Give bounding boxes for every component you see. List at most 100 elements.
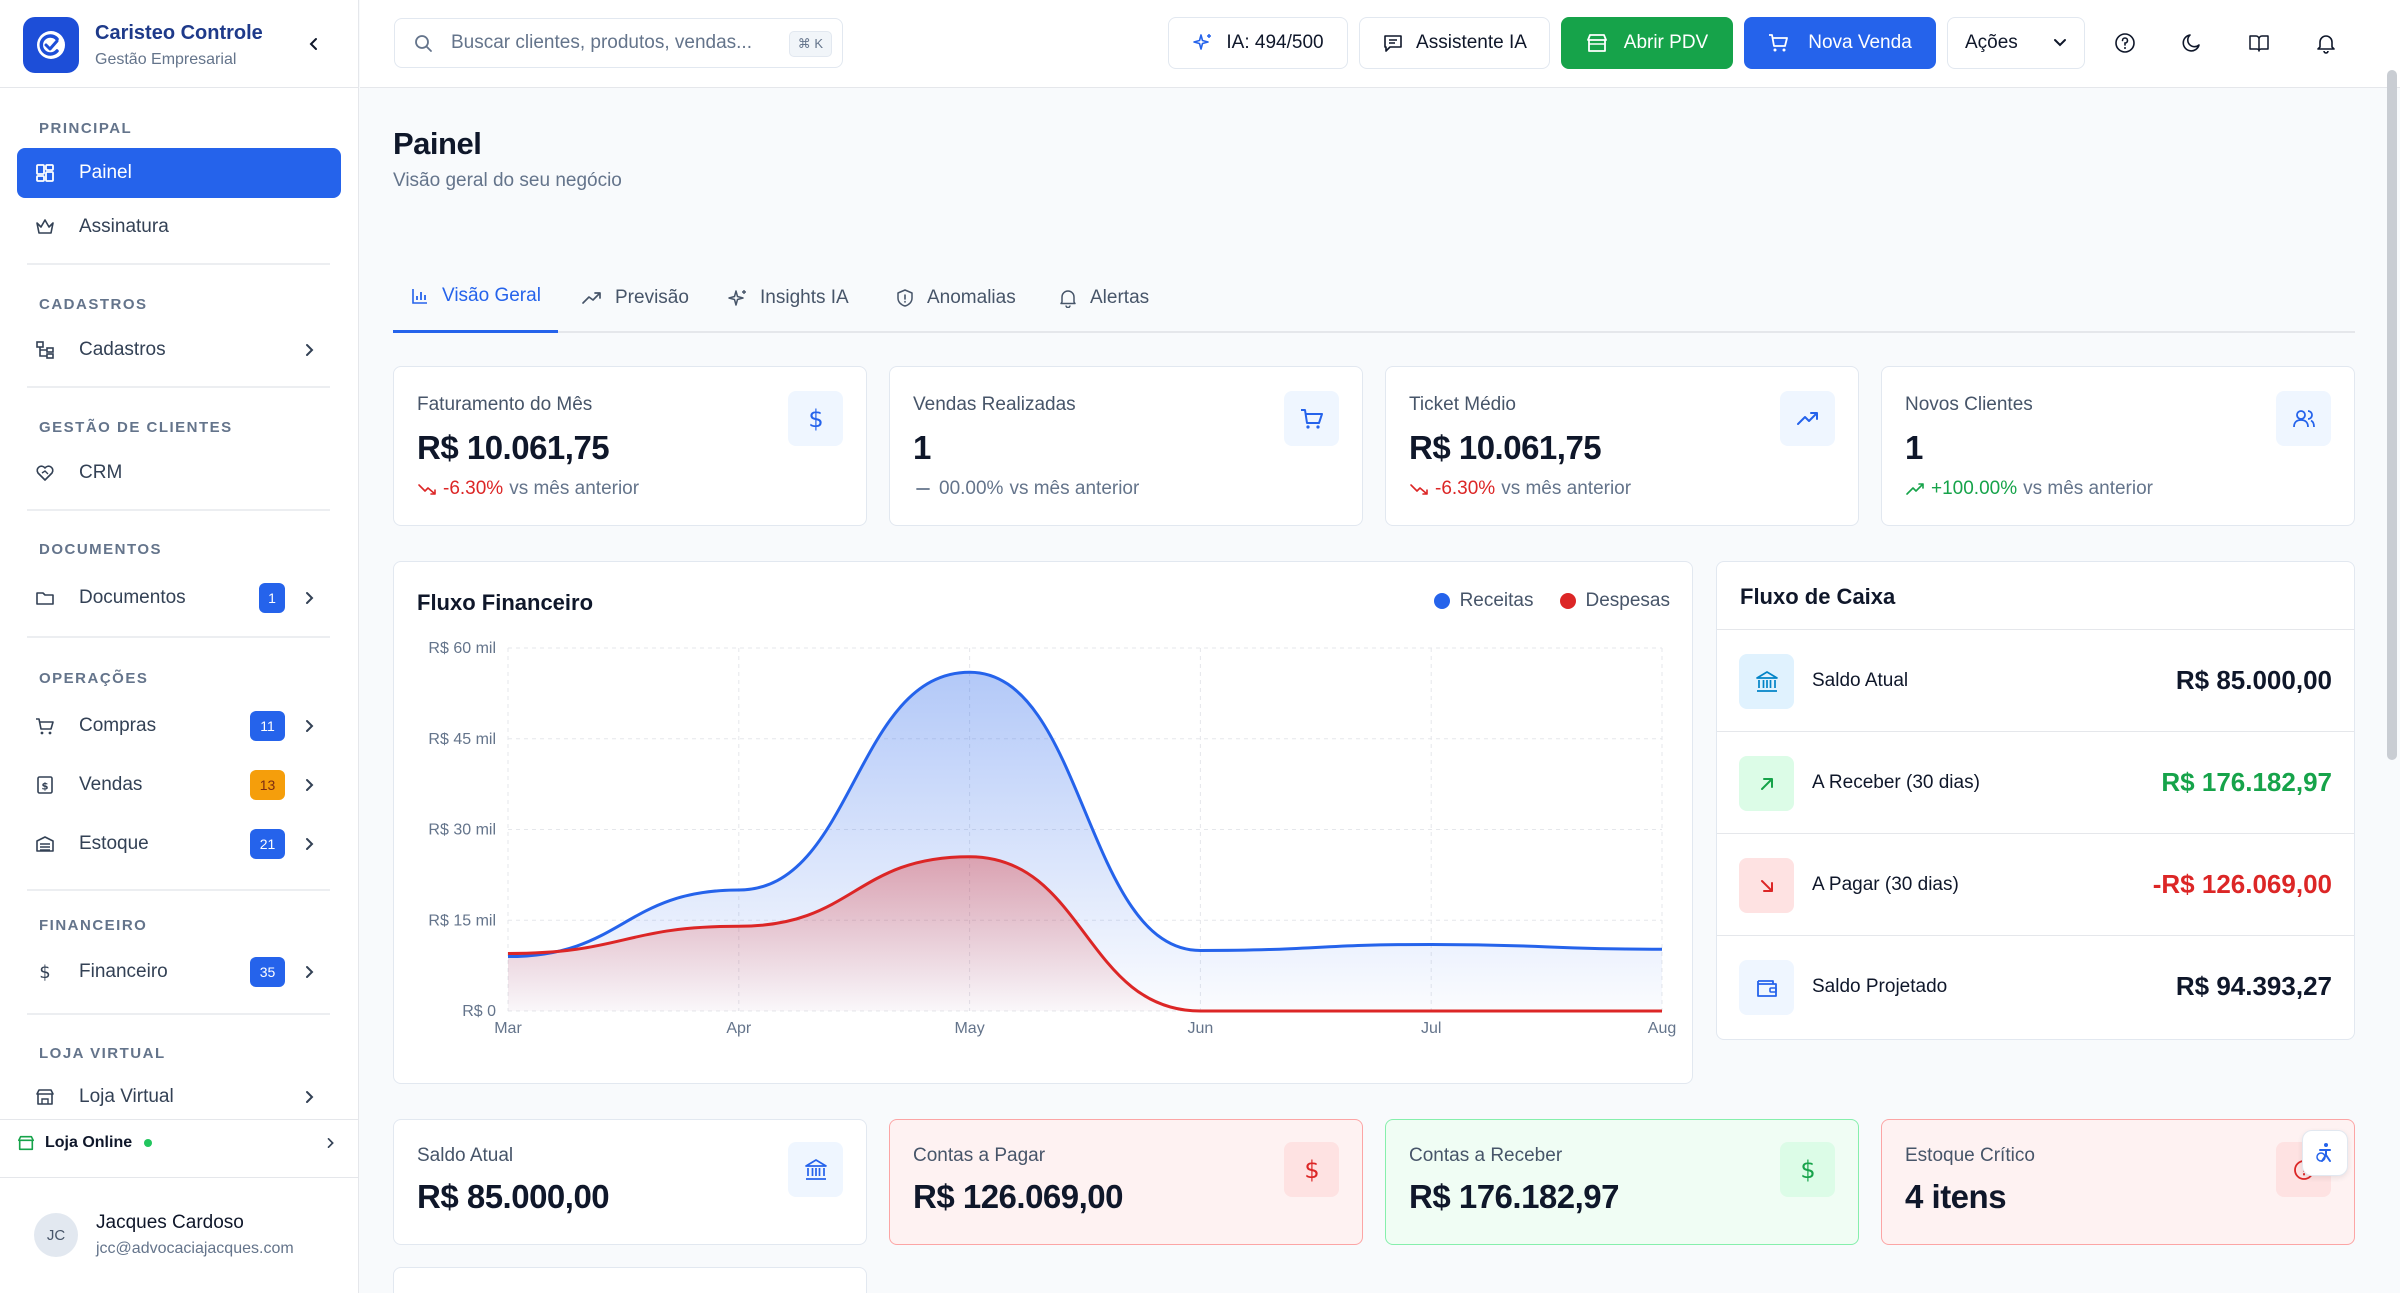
nova-venda-button[interactable]: Nova Venda [1744,17,1936,69]
cart-icon [33,714,57,738]
tab-previsao[interactable]: Previsão [564,262,706,333]
guide-button[interactable] [2244,28,2274,58]
svg-text:$: $ [808,406,823,432]
brand-logo-icon [23,17,79,73]
summary-value: R$ 85.000,00 [417,1178,610,1215]
legend-item-receitas[interactable]: Receitas [1433,590,1534,612]
abrir-pdv-button[interactable]: Abrir PDV [1561,17,1733,69]
series-line-despesas [507,855,1662,1013]
tab-visao-geral[interactable]: Visão Geral [393,262,558,333]
nova-venda-label: Nova Venda [1808,32,1912,53]
ia-usage-button[interactable]: IA: 494/500 [1168,17,1348,69]
cash-flow-label: A Receber (30 dias) [1812,772,1980,793]
cart-icon [1284,391,1339,446]
acoes-dropdown[interactable]: Ações [1947,17,2085,69]
chevron-right-icon [327,1138,334,1148]
svg-text:$: $ [1304,1157,1319,1183]
warehouse-icon [33,832,57,856]
tab-alertas[interactable]: Alertas [1041,262,1166,333]
sidebar-separator [27,1013,330,1015]
sidebar-divider [0,87,359,88]
tab-insights-ia[interactable]: Insights IA [711,262,866,333]
search-placeholder: Buscar clientes, produtos, vendas... [451,32,752,53]
sidebar-item-assinatura[interactable]: Assinatura [17,202,341,252]
assistente-ia-button[interactable]: Assistente IA [1359,17,1550,69]
ia-usage-label: IA: 494/500 [1226,32,1324,53]
loja-online-link[interactable]: Loja Online [17,1128,341,1158]
tab-anomalias[interactable]: Anomalias [878,262,1033,333]
help-button[interactable] [2110,28,2140,58]
sidebar-item-cadastros[interactable]: Cadastros [17,325,341,375]
trending-up-icon [1780,391,1835,446]
chevron-right-icon [306,779,314,791]
kpi-change-suffix: vs mês anterior [2023,478,2153,499]
y-tick-label: R$ 30 mil [428,822,496,839]
user-name: Jacques Cardoso [96,1212,244,1233]
handshake-heart-icon [33,461,57,485]
online-status-dot [144,1139,153,1147]
kpi-change-suffix: vs mês anterior [509,478,640,499]
brand[interactable]: Caristeo Controle Gestão Empresarial [23,17,263,73]
cash-flow-row-saldo-atual: Saldo Atual R$ 85.000,00 [1717,629,2354,731]
x-tick-label: Mar [494,1020,522,1037]
sidebar-item-label: Assinatura [79,216,169,237]
count-badge: 35 [250,957,285,987]
cash-flow-value: R$ 85.000,00 [2175,665,2332,695]
accessibility-icon [2316,1143,2331,1162]
shield-icon [897,288,913,307]
dollar-icon: $ [1780,1142,1835,1197]
bank-icon [788,1142,843,1197]
legend-item-despesas[interactable]: Despesas [1559,590,1670,612]
collapse-sidebar-button[interactable] [300,30,328,58]
summary-card-contas-receber: Contas a Receber R$ 176.182,97 $ [1385,1119,1859,1245]
summary-card-estoque-critico: Estoque Crítico 4 itens [1881,1119,2355,1245]
sidebar-item-financeiro[interactable]: $ Financeiro 35 [17,947,341,997]
user-profile[interactable]: JC Jacques Cardoso jcc@advocaciajacques.… [34,1212,294,1258]
search-input[interactable]: Buscar clientes, produtos, vendas... ⌘ K [394,18,843,68]
sidebar-item-documentos[interactable]: Documentos 1 [17,573,341,623]
chevron-right-icon [306,966,314,978]
trending-down-icon [418,484,436,495]
dollar-icon: $ [33,960,57,984]
kpi-value: 1 [913,429,931,466]
acoes-label: Ações [1965,32,2018,53]
x-tick-label: May [954,1020,984,1037]
dollar-icon: $ [1284,1142,1339,1197]
count-badge: 11 [250,711,285,741]
sidebar-divider [0,1177,359,1178]
page-scrollbar[interactable] [2387,70,2397,760]
chevron-right-icon [306,720,314,732]
kpi-card-ticket: Ticket Médio R$ 10.061,75 -6.30% vs mês … [1385,366,1859,526]
kpi-change: +100.00% vs mês anterior [1905,478,2153,500]
summary-card-partial [393,1267,867,1293]
accessibility-button[interactable] [2302,1130,2348,1176]
store-icon [33,1085,57,1109]
sidebar-item-painel[interactable]: Painel [17,148,341,198]
notifications-button[interactable] [2311,28,2341,58]
sidebar-item-vendas[interactable]: $ Vendas 13 [17,760,341,810]
summary-value: 4 itens [1905,1178,2007,1215]
kpi-change: -6.30% vs mês anterior [1409,478,1631,500]
sidebar-item-compras[interactable]: Compras 11 [17,701,341,751]
tab-label: Alertas [1090,286,1150,308]
arrow-up-right-icon [1739,756,1794,811]
summary-value: R$ 176.182,97 [1409,1178,1620,1215]
trending-down-icon [1410,484,1428,495]
section-label-operacoes: OPERAÇÕES [39,670,149,687]
bell-icon [2317,35,2335,54]
sidebar-item-label: Loja Virtual [79,1086,174,1107]
kpi-value: R$ 10.061,75 [1409,429,1602,466]
theme-toggle-button[interactable] [2177,28,2207,58]
sidebar-separator [27,263,330,265]
sidebar-item-crm[interactable]: CRM [17,448,341,498]
summary-label: Contas a Pagar [913,1145,1046,1166]
sidebar-item-loja-virtual[interactable]: Loja Virtual [17,1074,341,1120]
user-email: jcc@advocaciajacques.com [96,1240,294,1257]
book-icon [2249,35,2269,52]
sidebar-separator [27,636,330,638]
receipt-icon: $ [33,773,57,797]
sidebar-item-estoque[interactable]: Estoque 21 [17,819,341,869]
sidebar-separator [27,889,330,891]
sidebar-item-label: Painel [79,162,132,183]
